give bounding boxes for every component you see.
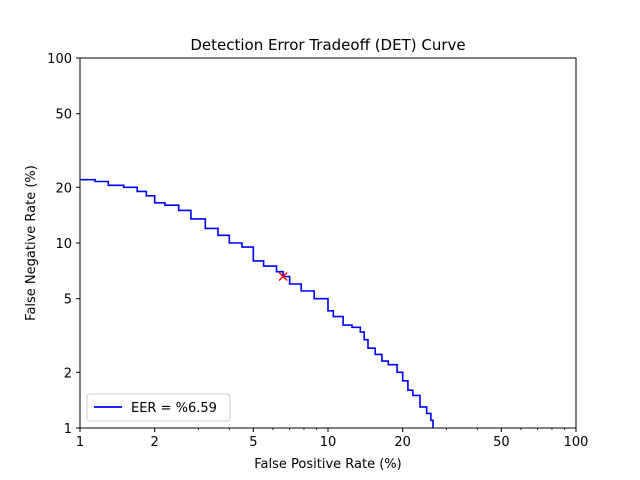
y-axis-label: False Negative Rate (%): [24, 165, 39, 321]
y-tick-label: 2: [64, 366, 72, 381]
eer-marker: [278, 271, 288, 282]
y-tick-label: 100: [47, 52, 72, 67]
legend-label: EER = %6.59: [131, 401, 217, 416]
y-tick-label: 50: [55, 108, 72, 123]
x-tick-label: 10: [320, 435, 337, 450]
y-axis: 1 2 5 10 20 50 100: [47, 52, 80, 437]
x-tick-label: 2: [151, 435, 159, 450]
x-axis: 1 2 5 10 20 50 100: [76, 428, 589, 450]
det-curve-line: [80, 178, 434, 428]
legend: EER = %6.59: [86, 393, 231, 422]
x-tick-label: 1: [76, 435, 84, 450]
x-axis-label: False Positive Rate (%): [254, 457, 401, 472]
y-tick-label: 20: [55, 181, 72, 196]
x-tick-label: 100: [564, 435, 589, 450]
chart-title: Detection Error Tradeoff (DET) Curve: [190, 36, 465, 54]
plot-area: [80, 178, 434, 428]
y-tick-label: 5: [64, 293, 72, 308]
legend-box: [86, 393, 231, 422]
y-tick-label: 10: [55, 237, 72, 252]
x-tick-label: 20: [394, 435, 411, 450]
x-tick-label: 5: [249, 435, 257, 450]
x-tick-label: 50: [493, 435, 510, 450]
y-tick-label: 1: [64, 422, 72, 437]
